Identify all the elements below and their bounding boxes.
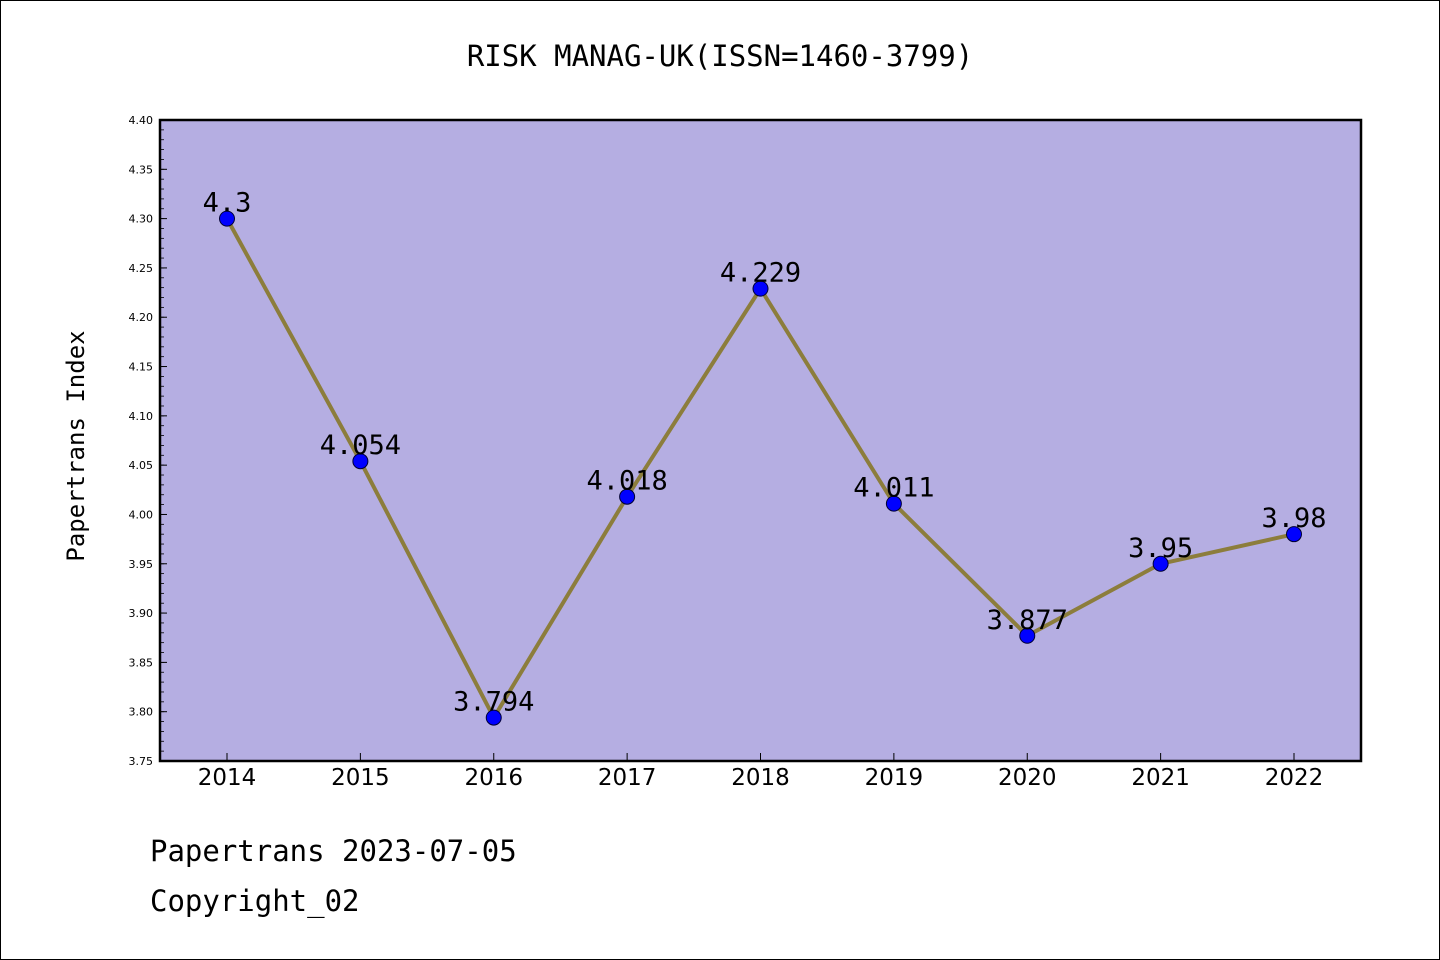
data-point [752, 280, 769, 297]
data-label: 4.3 [203, 188, 252, 219]
x-tick-label: 2020 [998, 765, 1057, 791]
x-tick-label: 2022 [1265, 765, 1324, 791]
y-tick-label: 4.25 [129, 262, 154, 275]
chart-title: RISK MANAG-UK(ISSN=1460-3799) [467, 39, 973, 73]
y-tick-label: 3.90 [129, 607, 154, 620]
y-axis: 3.75 3.80 3.85 3.90 3.95 4.00 4.05 4.10 4.15 4.20… [129, 114, 167, 768]
y-tick-label: 3.75 [129, 755, 154, 768]
data-label: 4.229 [720, 258, 801, 289]
x-tick-label: 2016 [464, 765, 523, 791]
data-label: 4.018 [586, 466, 667, 497]
x-tick-label: 2014 [198, 765, 257, 791]
y-tick-label: 4.40 [129, 114, 154, 127]
data-point [1152, 555, 1169, 572]
x-tick-label: 2021 [1131, 765, 1190, 791]
x-tick-label: 2019 [865, 765, 924, 791]
y-axis-label: Papertrans Index [62, 330, 90, 561]
data-point [1019, 627, 1036, 644]
data-point [619, 488, 636, 505]
plot-area [160, 120, 1361, 761]
footer-copyright: Copyright_02 [150, 884, 360, 918]
data-label: 3.877 [987, 605, 1068, 636]
data-point [352, 453, 369, 470]
y-tick-label: 3.95 [129, 558, 154, 571]
y-tick-label: 4.10 [129, 410, 154, 423]
x-tick-label: 2017 [598, 765, 657, 791]
plot-border [158, 118, 1363, 763]
y-tick-label: 4.20 [129, 311, 154, 324]
x-tick-label: 2015 [331, 765, 390, 791]
data-label: 3.794 [453, 687, 534, 718]
data-point [485, 709, 502, 726]
data-label: 3.98 [1261, 503, 1326, 534]
data-label: 3.95 [1128, 533, 1193, 564]
y-tick-label: 4.15 [129, 361, 154, 374]
y-tick-label: 4.05 [129, 459, 154, 472]
data-label: 4.054 [320, 430, 401, 461]
x-axis: 2014 2015 2016 2017 2018 2019 2020 2021 2022 [198, 753, 1324, 791]
y-tick-label: 3.80 [129, 706, 154, 719]
data-point [1286, 526, 1302, 543]
y-tick-label: 4.35 [129, 163, 154, 176]
y-tick-label: 4.00 [129, 508, 154, 521]
data-point [885, 495, 902, 512]
footer-date: Papertrans 2023-07-05 [150, 834, 517, 868]
y-tick-label: 3.85 [129, 656, 154, 669]
data-point [219, 210, 235, 227]
x-tick-label: 2018 [731, 765, 790, 791]
y-tick-label: 4.30 [129, 213, 154, 226]
series-papertrans-index: 4.3 4.054 3.794 4.018 4.229 4.011 3.877 3.95 3.9… [203, 188, 1327, 726]
data-label: 4.011 [853, 473, 934, 504]
